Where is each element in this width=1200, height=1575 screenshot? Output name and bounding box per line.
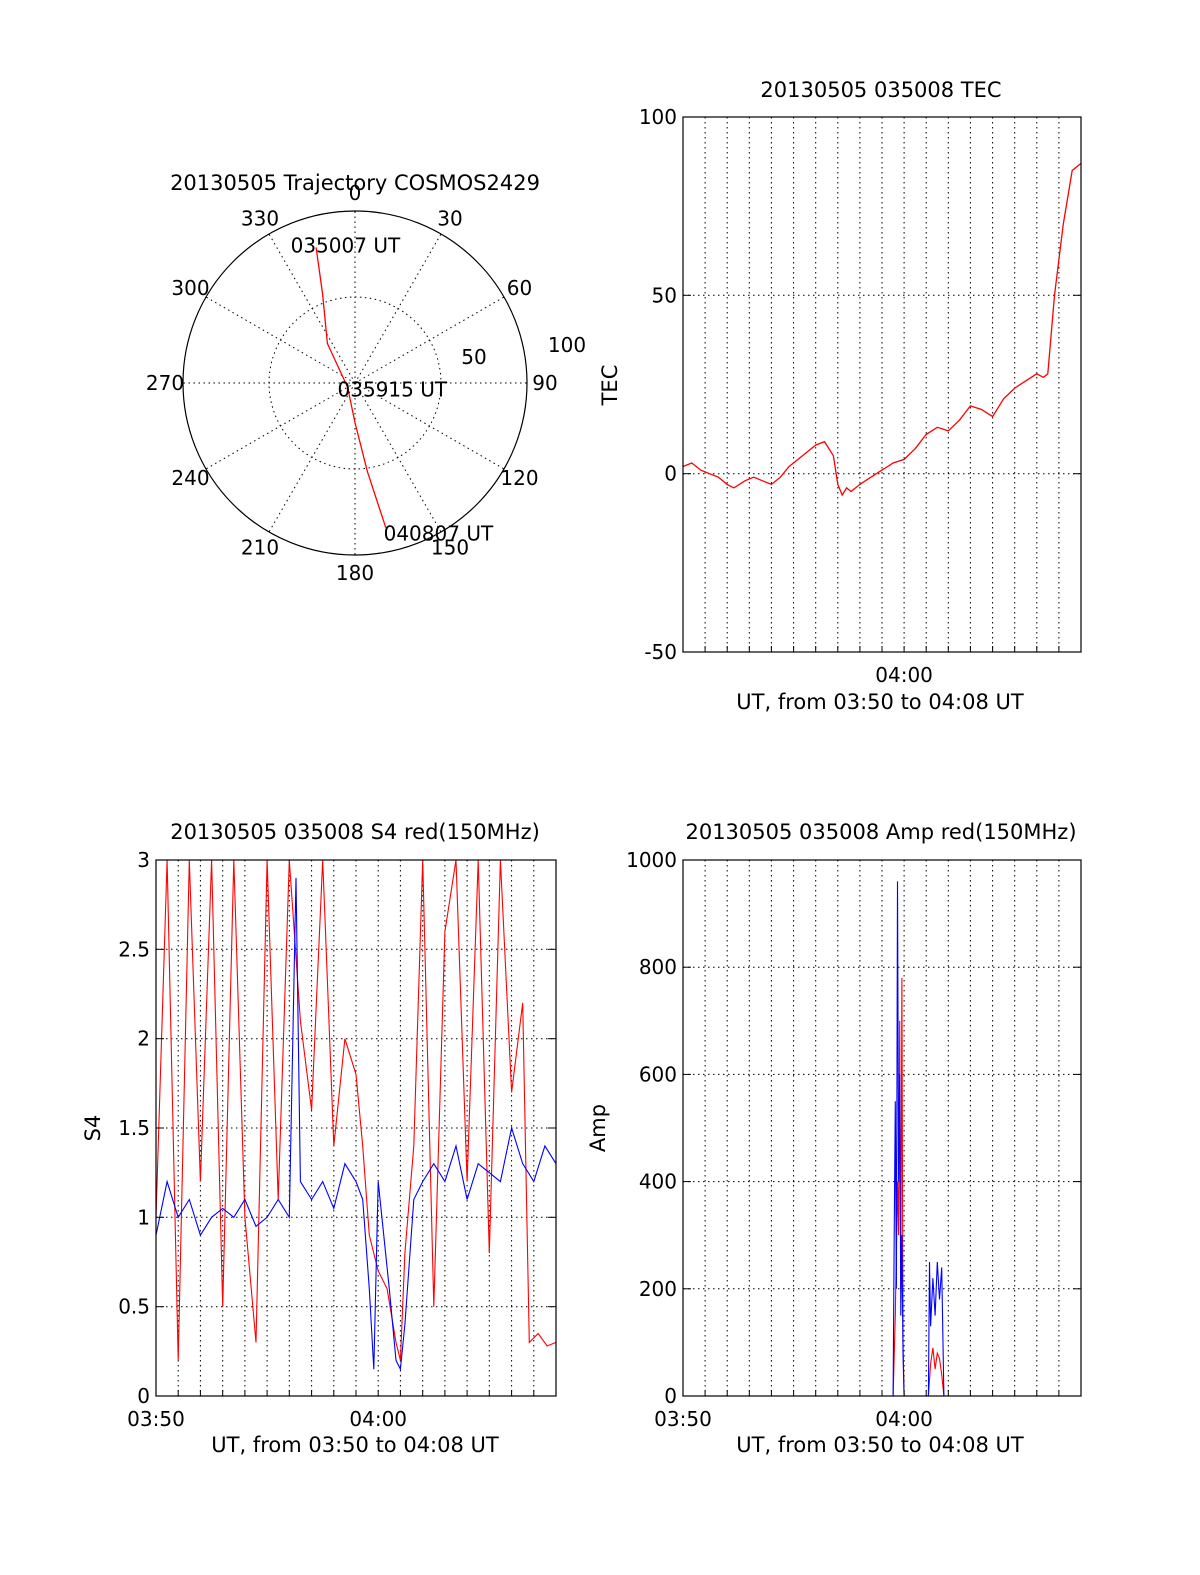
polar-azimuth-label: 30 [437, 207, 462, 231]
polar-spoke-150 [354, 382, 442, 533]
tec-panel: 20130505 035008 TEC 100 50 0 -50 04:00 UT, f… [598, 78, 1082, 714]
tec-ytick-label: 0 [664, 462, 677, 486]
polar-azimuth-label: 150 [431, 536, 469, 560]
trajectory-point-labels: 035007 UT 035915 UT 040807 UT [291, 234, 494, 546]
polar-chart-title: 20130505 Trajectory COSMOS2429 [170, 171, 540, 195]
amp-series-line-1 [683, 881, 1081, 1397]
s4-ytick-label: 1.5 [118, 1116, 150, 1140]
polar-azimuth-label: 90 [532, 371, 557, 395]
polar-spoke-240 [205, 382, 356, 470]
tec-gridlines [683, 117, 1081, 652]
s4-series [155, 859, 557, 1372]
trajectory-line [315, 247, 387, 528]
s4-ytick-label: 1 [137, 1205, 150, 1229]
polar-spoke-210 [268, 382, 356, 533]
amp-ytick-label: 600 [639, 1062, 677, 1086]
tec-tick-labels: 100 50 0 -50 04:00 [639, 105, 1081, 687]
s4-series-line-1 [155, 877, 557, 1372]
amp-ytick-label: 400 [639, 1170, 677, 1194]
s4-xtick-label: 04:00 [349, 1407, 407, 1431]
polar-azimuth-label: 120 [500, 466, 538, 490]
tec-series-line-0 [682, 162, 1082, 497]
amp-x-axis-label: UT, from 03:50 to 04:08 UT [736, 1433, 1024, 1457]
polar-azimuth-label: 0 [349, 181, 362, 205]
tec-ytick-label: -50 [644, 640, 677, 664]
polar-trajectory-panel: 20130505 Trajectory COSMOS2429 0 30 60 90 12… [146, 171, 586, 585]
s4-ytick-label: 2 [137, 1027, 150, 1051]
amp-ytick-label: 200 [639, 1277, 677, 1301]
tec-y-axis-label: TEC [598, 365, 622, 407]
amp-ytick-label: 0 [664, 1384, 677, 1408]
polar-azimuth-label: 270 [146, 371, 184, 395]
amp-series [683, 881, 1081, 1397]
s4-chart-title: 20130505 035008 S4 red(150MHz) [170, 820, 540, 844]
s4-gridlines [156, 860, 556, 1396]
polar-azimuth-label: 330 [241, 207, 279, 231]
polar-spoke-60 [354, 296, 505, 384]
s4-panel: 20130505 035008 S4 red(150MHz) 3 2.5 2 1.5 1… [81, 820, 557, 1457]
amp-ytick-label: 800 [639, 955, 677, 979]
polar-spoke-30 [354, 233, 442, 384]
tec-xtick-label: 04:00 [875, 663, 933, 687]
s4-tick-labels: 3 2.5 2 1.5 1 0.5 003:50 04:00 [118, 848, 556, 1431]
s4-ytick-label: 0.5 [118, 1295, 150, 1319]
tec-ytick-label: 100 [639, 105, 677, 129]
tec-ytick-label: 50 [652, 283, 677, 307]
amp-tick-labels: 1000 800 600 400 200 003:50 04:00 [626, 848, 1081, 1431]
amp-xtick-label: 03:50 [654, 1407, 712, 1431]
trajectory-time-label: 035007 UT [291, 234, 401, 258]
s4-ytick-label: 2.5 [118, 937, 150, 961]
tec-chart-title: 20130505 035008 TEC [760, 78, 1001, 102]
amp-xtick-label: 04:00 [875, 1407, 933, 1431]
trajectory-time-label: 040807 UT [384, 521, 494, 545]
polar-spoke-330 [268, 233, 356, 384]
polar-azimuth-label: 300 [171, 276, 209, 300]
polar-radial-label-100: 100 [548, 333, 586, 357]
polar-azimuth-labels: 0 30 60 90 120 150 180 210 240 270 300 330 [146, 181, 558, 585]
polar-azimuth-label: 60 [507, 276, 532, 300]
polar-azimuth-label: 180 [336, 561, 374, 585]
amp-ytick-label: 1000 [626, 848, 677, 872]
polar-spoke-120 [354, 382, 505, 470]
s4-y-axis-label: S4 [81, 1115, 105, 1142]
s4-x-axis-label: UT, from 03:50 to 04:08 UT [211, 1433, 499, 1457]
polar-spokes [183, 211, 527, 555]
polar-radial-label-50: 50 [461, 345, 486, 369]
tec-series [682, 162, 1082, 497]
s4-ytick-label: 3 [137, 848, 150, 872]
polar-outer-ring [182, 210, 528, 556]
s4-ytick-label: 0 [137, 1384, 150, 1408]
amp-gridlines [683, 860, 1081, 1396]
s4-series-line-0 [155, 859, 557, 1361]
polar-azimuth-label: 240 [171, 466, 209, 490]
amp-chart-title: 20130505 035008 Amp red(150MHz) [685, 820, 1076, 844]
amp-y-axis-label: Amp [586, 1104, 610, 1152]
trajectory-time-label: 035915 UT [338, 378, 448, 402]
amp-panel: 20130505 035008 Amp red(150MHz) 1000 800 6… [586, 820, 1082, 1457]
tec-x-axis-label: UT, from 03:50 to 04:08 UT [736, 690, 1024, 714]
polar-azimuth-label: 210 [241, 536, 279, 560]
s4-xtick-label: 03:50 [127, 1407, 185, 1431]
polar-spoke-300 [205, 296, 356, 384]
